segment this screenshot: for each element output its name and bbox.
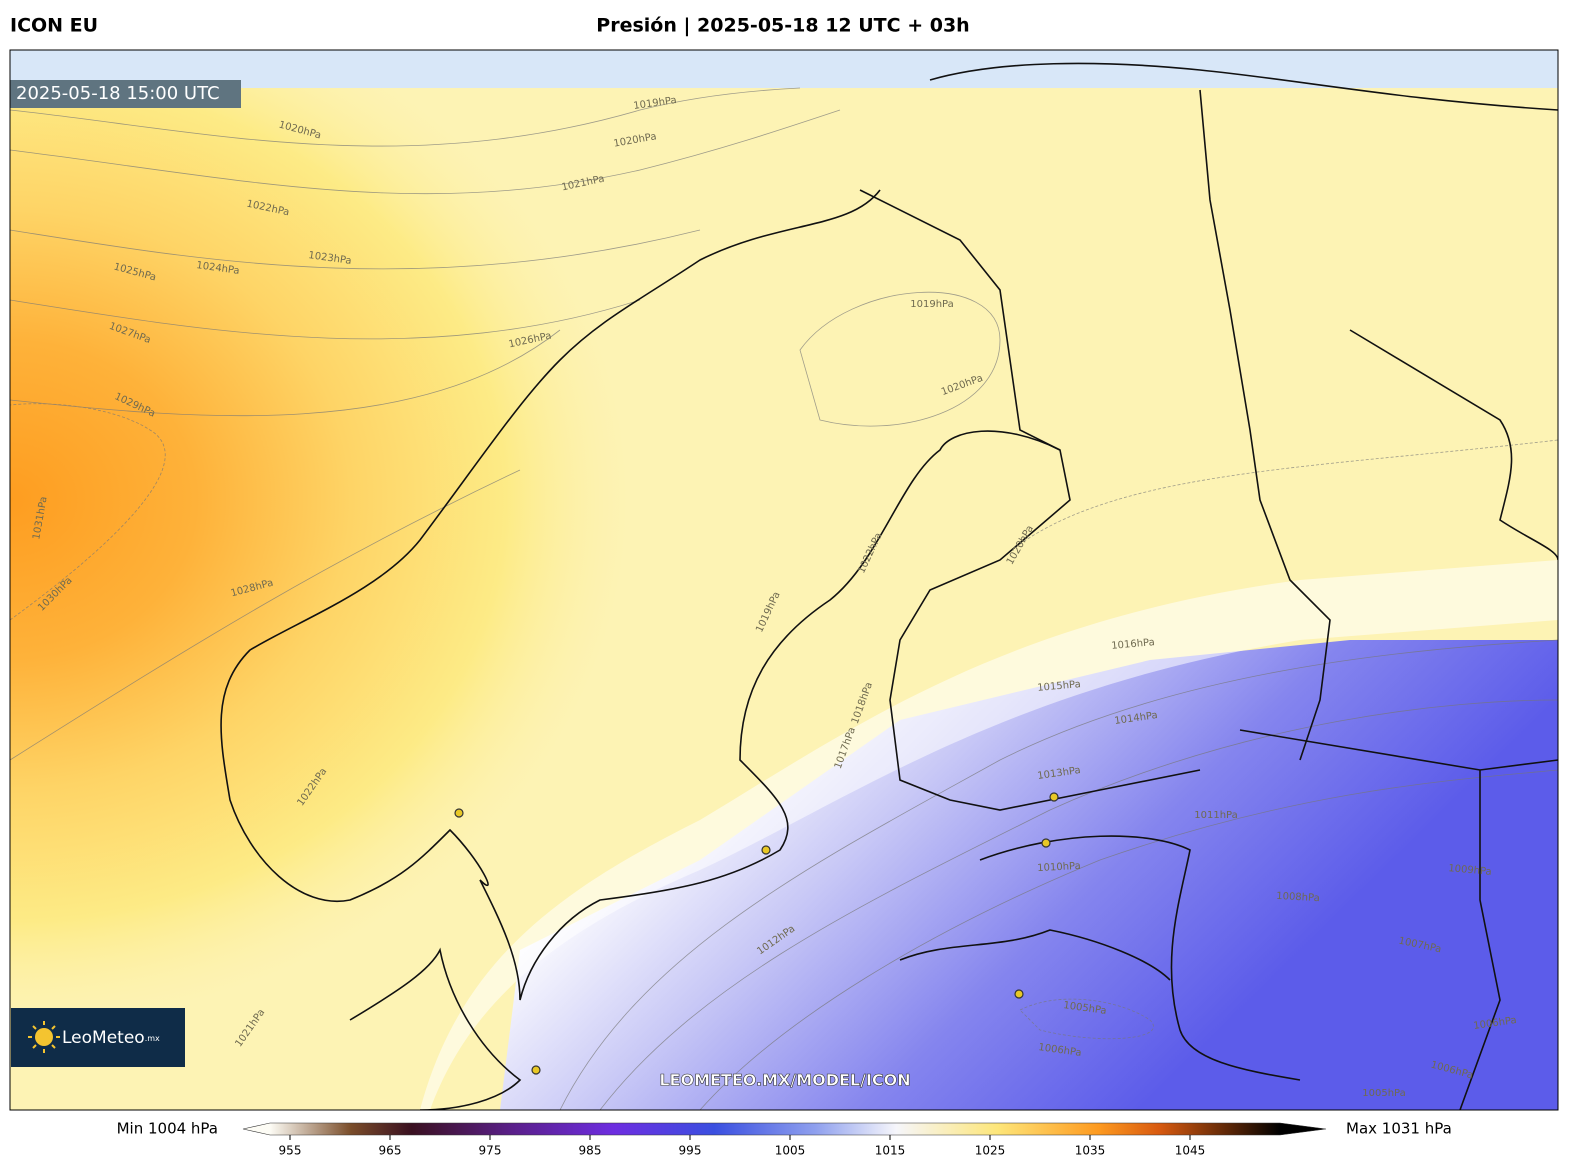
colorbar-ticks: 955 965 975 985 995 1005 1015 1025 1035 1045 — [279, 1135, 1206, 1158]
logo-suffix: .mx — [145, 1034, 160, 1043]
logo-rays — [28, 1021, 60, 1053]
logo: LeoMeteo.mx — [62, 1028, 160, 1048]
isobar-label: 1010hPa — [1037, 861, 1081, 874]
isobar-label: 1015hPa — [1037, 679, 1081, 694]
colorbar-tick-label: 975 — [479, 1144, 502, 1158]
isobar-label: 1009hPa — [1448, 863, 1492, 878]
cities — [454, 792, 1059, 1075]
isobar-label: 1016hPa — [1111, 637, 1155, 652]
watermark: LEOMETEO.MX/MODEL/ICON — [659, 1071, 910, 1090]
colorbar-tick-label: 955 — [279, 1144, 302, 1158]
page-title: Presión | 2025-05-18 12 UTC + 03h — [596, 15, 969, 37]
colorbar-tick-label: 985 — [579, 1144, 602, 1158]
low-pressure-field — [10, 640, 1558, 1110]
isobar-label: 1008hPa — [1276, 891, 1320, 904]
valid-time: 2025-05-18 15:00 UTC — [16, 83, 220, 104]
model-name: ICON EU — [10, 15, 98, 37]
colorbar-tick-label: 995 — [679, 1144, 702, 1158]
colorbar-tick-label: 1035 — [1075, 1144, 1106, 1158]
max-label: Max 1031 hPa — [1346, 1120, 1452, 1138]
colorbar-tick-label: 965 — [379, 1144, 402, 1158]
colorbar-tick-label: 1005 — [775, 1144, 806, 1158]
colorbar — [242, 1122, 1327, 1136]
isobar-label: 1011hPa — [1194, 810, 1238, 821]
map-frame — [9, 49, 1559, 1111]
top-strip — [10, 50, 1558, 88]
neutral-band — [420, 560, 1558, 1110]
min-label: Min 1004 hPa — [117, 1120, 218, 1138]
colorbar-tick-label: 1025 — [975, 1144, 1006, 1158]
isobar-label: 1019hPa — [910, 299, 954, 310]
coastlines — [220, 62, 1558, 1110]
time-box — [10, 80, 241, 108]
isobar-label: 1005hPa — [1362, 1088, 1406, 1099]
colorbar-tick-label: 1045 — [1175, 1144, 1206, 1158]
logo-name: LeoMeteo — [62, 1028, 145, 1048]
colorbar-tick-label: 1015 — [875, 1144, 906, 1158]
logo-sun — [35, 1028, 53, 1046]
